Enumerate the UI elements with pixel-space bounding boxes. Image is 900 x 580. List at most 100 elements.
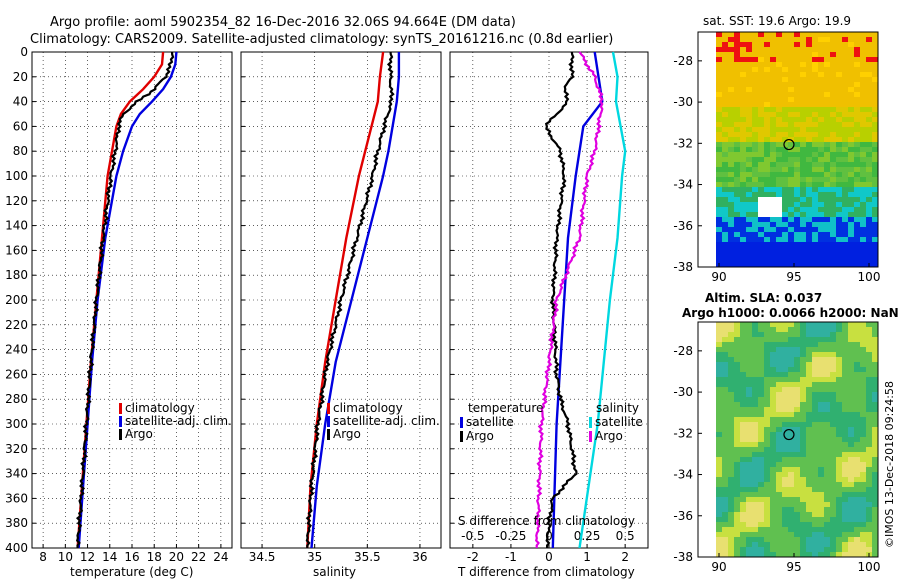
map-cell: [710, 257, 717, 263]
map-cell: [848, 482, 855, 488]
map-cell: [806, 257, 813, 263]
map-cell: [758, 332, 765, 338]
map-cell: [866, 537, 873, 543]
map-cell: [740, 167, 747, 173]
map-cell: [764, 202, 771, 208]
map-cell: [752, 487, 759, 493]
map-cell: [698, 497, 705, 503]
map-cell: [794, 122, 801, 128]
map-cell: [704, 342, 711, 348]
map-cell: [782, 537, 789, 543]
map-cell: [860, 67, 867, 73]
map-cell: [746, 447, 753, 453]
map-cell: [848, 242, 855, 248]
map-cell: [782, 42, 789, 48]
map-cell: [758, 157, 765, 163]
map-cell: [752, 552, 759, 557]
map-cell: [722, 252, 729, 258]
map-cell: [854, 467, 861, 473]
map-cell: [836, 462, 843, 468]
map-cell: [848, 52, 855, 58]
map-cell: [866, 502, 873, 508]
map-cell: [764, 77, 771, 83]
map-cell: [722, 257, 729, 263]
map-cell: [848, 222, 855, 228]
map-cell: [872, 512, 878, 518]
map-cell: [764, 512, 771, 518]
map-cell: [782, 132, 789, 138]
map-cell: [704, 377, 711, 383]
map-cell: [794, 337, 801, 343]
salinity-legend-item: climatology: [333, 401, 403, 415]
map-cell: [860, 497, 867, 503]
map-cell: [806, 462, 813, 468]
map-cell: [848, 262, 855, 267]
map-cell: [758, 537, 765, 543]
map-cell: [776, 377, 783, 383]
map-cell: [752, 462, 759, 468]
map-cell: [836, 402, 843, 408]
map-cell: [866, 247, 873, 253]
map-cell: [704, 507, 711, 513]
map-cell: [800, 497, 807, 503]
map-cell: [800, 472, 807, 478]
map-cell: [836, 442, 843, 448]
map-y-tick-label: -34: [673, 468, 693, 482]
map-cell: [860, 377, 867, 383]
map-cell: [728, 527, 735, 533]
map-cell: [716, 67, 723, 73]
map-cell: [758, 177, 765, 183]
map-cell: [860, 162, 867, 168]
map-cell: [728, 42, 735, 48]
map-cell: [710, 252, 717, 258]
map-cell: [746, 127, 753, 133]
map-cell: [722, 77, 729, 83]
map-cell: [824, 117, 831, 123]
map-cell: [716, 492, 723, 498]
map-cell: [872, 442, 878, 448]
map-cell: [752, 517, 759, 523]
map-cell: [782, 172, 789, 178]
map-cell: [740, 42, 747, 48]
map-cell: [758, 182, 765, 188]
map-cell: [722, 517, 729, 523]
map-cell: [740, 117, 747, 123]
map-cell: [812, 527, 819, 533]
map-cell: [704, 362, 711, 368]
map-cell: [806, 217, 813, 223]
map-cell: [830, 202, 837, 208]
map-cell: [704, 187, 711, 193]
map-cell: [788, 187, 795, 193]
map-cell: [872, 177, 878, 183]
map-cell: [818, 177, 825, 183]
map-cell: [788, 122, 795, 128]
map-cell: [740, 472, 747, 478]
map-cell: [752, 137, 759, 143]
map-cell: [722, 217, 729, 223]
map-cell: [788, 477, 795, 483]
map-cell: [818, 77, 825, 83]
map-cell: [848, 352, 855, 358]
map-cell: [710, 367, 717, 373]
map-cell: [806, 57, 813, 63]
map-cell: [812, 442, 819, 448]
map-cell: [818, 92, 825, 98]
map-cell: [698, 92, 705, 98]
map-cell: [770, 157, 777, 163]
map-cell: [764, 482, 771, 488]
map-cell: [788, 372, 795, 378]
map-cell: [824, 137, 831, 143]
map-cell: [764, 487, 771, 493]
map-cell: [722, 352, 729, 358]
map-cell: [764, 242, 771, 248]
map-cell: [788, 222, 795, 228]
map-cell: [872, 482, 878, 488]
map-cell: [860, 342, 867, 348]
map-cell: [722, 182, 729, 188]
map-cell: [734, 327, 741, 333]
map-cell: [758, 367, 765, 373]
map-cell: [806, 527, 813, 533]
map-cell: [830, 372, 837, 378]
map-cell: [788, 547, 795, 553]
